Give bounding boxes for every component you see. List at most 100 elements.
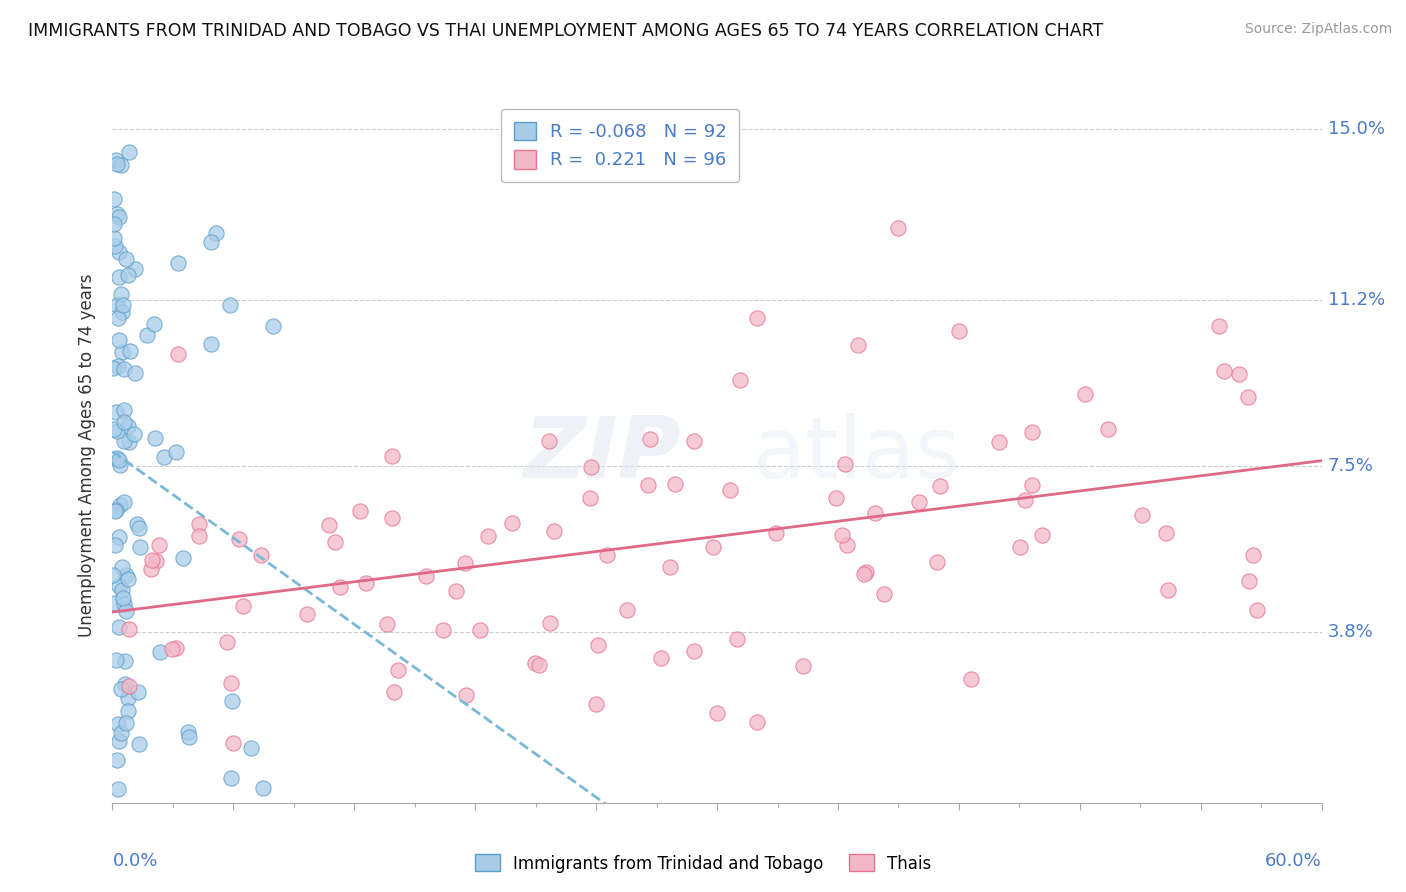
Point <box>128 540 150 554</box>
Point <box>103 422 125 436</box>
Point <box>104 238 127 252</box>
Point <box>318 518 340 533</box>
Point <box>105 451 128 466</box>
Point <box>117 268 139 282</box>
Point <box>349 504 371 518</box>
Point <box>381 449 404 463</box>
Point <box>188 529 211 543</box>
Point <box>118 435 141 450</box>
Point <box>104 538 127 552</box>
Point <box>103 231 125 245</box>
Point <box>117 572 139 586</box>
Point <box>107 244 129 259</box>
Point <box>747 714 769 729</box>
Point <box>683 434 706 448</box>
Point <box>105 207 128 221</box>
Text: atlas: atlas <box>754 413 962 497</box>
Point <box>111 344 134 359</box>
Point <box>143 317 166 331</box>
Point <box>381 511 404 525</box>
Point <box>747 311 769 326</box>
Point <box>103 361 125 376</box>
Legend: Immigrants from Trinidad and Tobago, Thais: Immigrants from Trinidad and Tobago, Tha… <box>468 847 938 880</box>
Point <box>124 366 146 380</box>
Point <box>205 226 228 240</box>
Point <box>160 642 183 657</box>
Point <box>852 567 875 582</box>
Point <box>200 235 222 250</box>
Point <box>887 221 910 235</box>
Point <box>108 453 131 467</box>
Point <box>104 153 127 168</box>
Point <box>127 685 149 699</box>
Point <box>112 403 135 417</box>
Point <box>1237 574 1260 589</box>
Point <box>103 596 125 610</box>
Point <box>537 434 560 449</box>
Point <box>664 477 686 491</box>
Point <box>927 555 949 569</box>
Point <box>112 362 135 376</box>
Point <box>240 740 263 755</box>
Point <box>706 706 728 720</box>
Point <box>579 491 602 506</box>
Point <box>118 679 141 693</box>
Text: 60.0%: 60.0% <box>1265 852 1322 870</box>
Text: ZIP: ZIP <box>523 413 681 497</box>
Point <box>325 535 347 549</box>
Point <box>105 298 128 312</box>
Point <box>152 450 174 465</box>
Point <box>107 311 129 326</box>
Point <box>118 622 141 636</box>
Point <box>108 333 131 347</box>
Point <box>111 298 134 312</box>
Point <box>354 576 377 591</box>
Point <box>1031 527 1053 541</box>
Point <box>1074 387 1097 401</box>
Point <box>115 604 138 618</box>
Point <box>125 517 148 532</box>
Point <box>143 431 166 445</box>
Point <box>1237 390 1260 404</box>
Point <box>107 716 129 731</box>
Point <box>114 677 136 691</box>
Point <box>329 580 352 594</box>
Point <box>111 583 134 598</box>
Point <box>117 418 139 433</box>
Point <box>110 682 132 697</box>
Point <box>165 445 187 459</box>
Point <box>112 494 135 508</box>
Point <box>792 658 814 673</box>
Text: 3.8%: 3.8% <box>1327 624 1374 641</box>
Point <box>702 540 724 554</box>
Point <box>128 521 150 535</box>
Point <box>1097 422 1119 436</box>
Point <box>1157 582 1180 597</box>
Point <box>172 551 194 566</box>
Point <box>103 567 125 582</box>
Point <box>538 615 561 630</box>
Point <box>720 483 742 497</box>
Point <box>501 516 523 530</box>
Point <box>1014 492 1036 507</box>
Text: 11.2%: 11.2% <box>1327 291 1385 309</box>
Point <box>122 426 145 441</box>
Point <box>683 644 706 658</box>
Point <box>855 565 877 579</box>
Point <box>124 261 146 276</box>
Point <box>640 432 662 446</box>
Point <box>105 424 128 438</box>
Point <box>115 715 138 730</box>
Point <box>103 217 125 231</box>
Point <box>232 599 254 614</box>
Point <box>250 548 273 562</box>
Point <box>221 676 243 690</box>
Text: 7.5%: 7.5% <box>1327 457 1374 475</box>
Point <box>725 632 748 646</box>
Point <box>110 458 132 472</box>
Point <box>1241 548 1264 562</box>
Point <box>596 549 619 563</box>
Point <box>108 620 131 634</box>
Point <box>104 503 127 517</box>
Point <box>1213 363 1236 377</box>
